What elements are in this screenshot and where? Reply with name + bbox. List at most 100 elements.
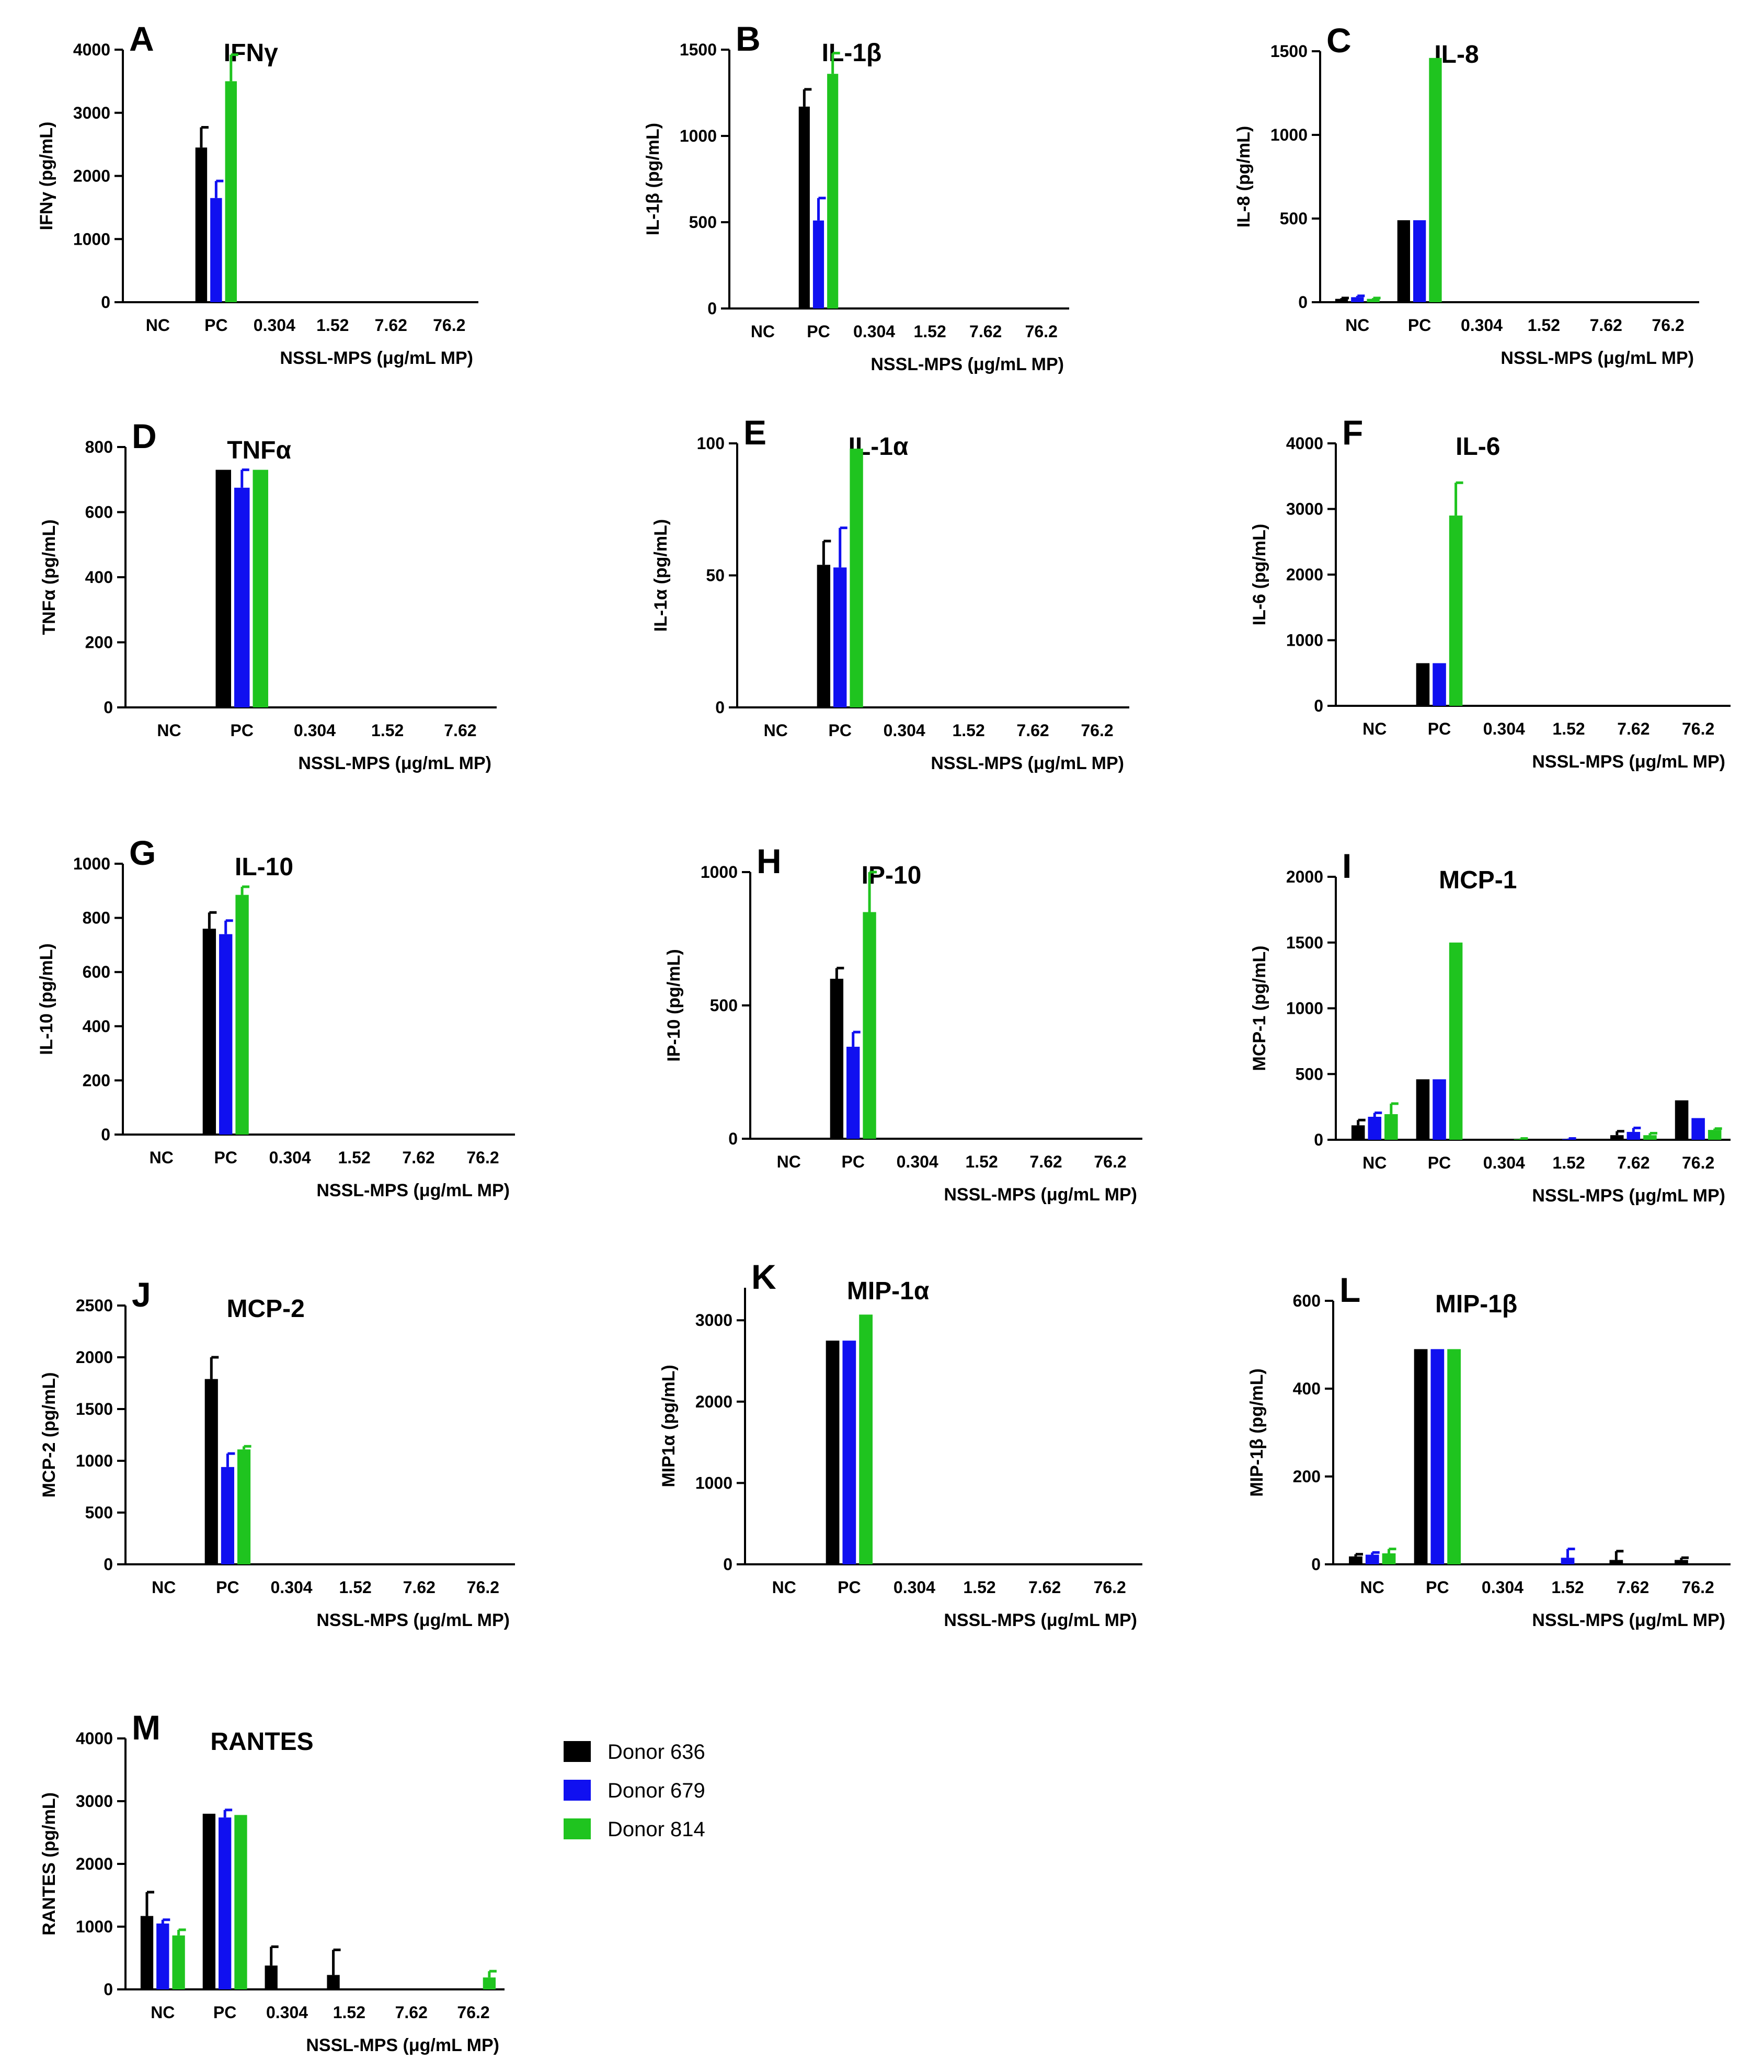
x-tick-label-pc: PC — [838, 1578, 861, 1597]
bar-donor-814-pc — [850, 449, 863, 707]
x-tick-label-7-62: 7.62 — [1029, 1152, 1062, 1171]
panel-title: MIP-1β — [1435, 1290, 1517, 1318]
y-axis-title: IL-1β (pg/mL) — [643, 123, 663, 235]
panel-title: IL-6 — [1456, 433, 1500, 461]
y-tick-label: 400 — [83, 1017, 110, 1036]
panel-j: J MCP-2 0 500 1000 1500 2000 2500 MCP-2 (pg/mL) N… — [39, 1275, 515, 1630]
x-tick-label-nc: NC — [1362, 719, 1387, 738]
y-tick-label: 500 — [85, 1503, 113, 1522]
x-tick-label-nc: NC — [157, 721, 181, 740]
y-tick-label: 2500 — [76, 1296, 113, 1315]
legend-swatch-donor-679 — [564, 1780, 591, 1801]
y-tick-label: 600 — [83, 963, 110, 981]
panel-letter: F — [1342, 413, 1363, 452]
bar-donor-636-0-304 — [265, 1965, 278, 1989]
x-axis-title: NSSL-MPS (μg/mL MP) — [944, 1185, 1137, 1205]
y-tick-label: 400 — [1293, 1379, 1321, 1398]
x-axis-title: NSSL-MPS (μg/mL MP) — [316, 1610, 510, 1630]
x-tick-label-0-304: 0.304 — [1461, 316, 1503, 335]
y-axis-title: IL-10 (pg/mL) — [37, 943, 56, 1055]
x-tick-label-nc: NC — [150, 1148, 174, 1167]
bar-donor-814-nc — [172, 1935, 185, 1989]
bar-donor-679-nc — [1365, 1554, 1379, 1564]
bar-donor-814-pc — [234, 1815, 247, 1989]
x-tick-label-1-52: 1.52 — [371, 721, 404, 740]
x-tick-label-nc: NC — [772, 1578, 796, 1597]
x-tick-label-76-2: 76.2 — [1025, 322, 1058, 341]
y-axis-title: MCP-2 (pg/mL) — [39, 1372, 59, 1498]
x-tick-label-76-2: 76.2 — [466, 1148, 499, 1167]
bar-donor-814-pc — [827, 74, 839, 308]
bar-donor-814-pc — [859, 1314, 873, 1564]
y-tick-label: 1000 — [76, 1917, 113, 1936]
panel-b: B IL-1β 0 500 1000 1500 IL-1β (pg/mL) NC PC 0.304… — [643, 19, 1069, 374]
x-tick-label-1-52: 1.52 — [1551, 1578, 1584, 1597]
y-tick-label: 500 — [1280, 209, 1308, 228]
bar-donor-814-pc — [235, 895, 249, 1135]
y-axis-title: TNFα (pg/mL) — [39, 519, 59, 635]
bar-donor-679-pc — [210, 198, 222, 302]
y-tick-label: 0 — [1311, 1555, 1321, 1574]
panel-title: RANTES — [210, 1728, 313, 1756]
x-tick-label-76-2: 76.2 — [1682, 1578, 1714, 1597]
bar-donor-636-pc — [798, 106, 810, 308]
y-tick-label: 1000 — [1286, 631, 1323, 650]
panel-letter: E — [743, 413, 766, 452]
x-tick-label-0-304: 0.304 — [1483, 719, 1525, 738]
panel-letter: K — [751, 1257, 776, 1296]
bar-donor-814-nc — [1382, 1553, 1396, 1564]
bar-donor-636-nc — [1349, 1556, 1362, 1564]
y-axis-title: IFNγ (pg/mL) — [37, 122, 56, 231]
x-tick-label-76-2: 76.2 — [1081, 721, 1113, 740]
bar-donor-679-pc — [234, 487, 250, 707]
x-axis-title: NSSL-MPS (μg/mL MP) — [1532, 1610, 1725, 1630]
y-axis-title: MCP-1 (pg/mL) — [1250, 946, 1269, 1071]
bar-donor-636-76-2 — [1675, 1560, 1688, 1564]
bar-donor-679-nc — [1368, 1116, 1382, 1140]
bar-donor-679-pc — [833, 567, 847, 707]
x-tick-label-1-52: 1.52 — [1552, 1153, 1585, 1172]
x-tick-label-7-62: 7.62 — [969, 322, 1002, 341]
bar-donor-636-pc — [830, 979, 844, 1139]
x-tick-label-1-52: 1.52 — [952, 721, 984, 740]
y-axis-title: MIP1α (pg/mL) — [659, 1365, 679, 1487]
panel-title: MIP-1α — [847, 1277, 930, 1305]
x-tick-label-pc: PC — [807, 322, 830, 341]
bar-donor-814-pc — [237, 1449, 251, 1564]
y-tick-label: 0 — [1298, 293, 1308, 312]
y-tick-label: 1000 — [73, 854, 110, 873]
bar-donor-679-pc — [219, 934, 233, 1135]
bar-donor-636-76-2 — [1675, 1100, 1689, 1140]
bar-donor-814-pc — [1429, 58, 1442, 303]
y-tick-label: 1500 — [680, 40, 717, 59]
y-tick-label: 1000 — [695, 1473, 732, 1492]
y-tick-label: 500 — [689, 213, 717, 232]
x-tick-label-0-304: 0.304 — [853, 322, 895, 341]
bar-donor-814-nc — [1384, 1114, 1398, 1140]
x-tick-label-1-52: 1.52 — [963, 1578, 995, 1597]
y-tick-label: 500 — [710, 996, 738, 1015]
bar-donor-679-pc — [1433, 663, 1446, 706]
panel-title: IL-1β — [822, 39, 882, 67]
bar-donor-636-7-62 — [1609, 1560, 1623, 1564]
x-tick-label-7-62: 7.62 — [402, 1148, 434, 1167]
x-tick-label-0-304: 0.304 — [884, 721, 925, 740]
x-axis-title: NSSL-MPS (μg/mL MP) — [316, 1181, 510, 1200]
x-tick-label-0-304: 0.304 — [269, 1148, 311, 1167]
bar-donor-814-pc — [1449, 942, 1463, 1140]
x-tick-label-nc: NC — [1360, 1578, 1384, 1597]
y-axis-title: IL-1α (pg/mL) — [651, 519, 671, 632]
bar-donor-679-pc — [1430, 1349, 1445, 1564]
panel-letter: B — [736, 19, 761, 58]
panel-letter: D — [132, 417, 157, 455]
y-tick-label: 600 — [1293, 1291, 1321, 1310]
y-tick-label: 800 — [83, 909, 110, 928]
x-axis-title: NSSL-MPS (μg/mL MP) — [298, 753, 491, 773]
panel-m: M RANTES 0 1000 2000 3000 4000 RANTES (pg/mL) NC… — [39, 1708, 505, 2055]
x-tick-label-7-62: 7.62 — [1617, 1578, 1649, 1597]
bar-donor-679-pc — [846, 1047, 860, 1139]
y-tick-label: 1500 — [1286, 933, 1323, 952]
bar-donor-636-pc — [204, 1379, 218, 1564]
panel-f: F IL-6 0 1000 2000 3000 4000 IL-6 (pg/mL) NC PC 0.… — [1250, 413, 1731, 772]
